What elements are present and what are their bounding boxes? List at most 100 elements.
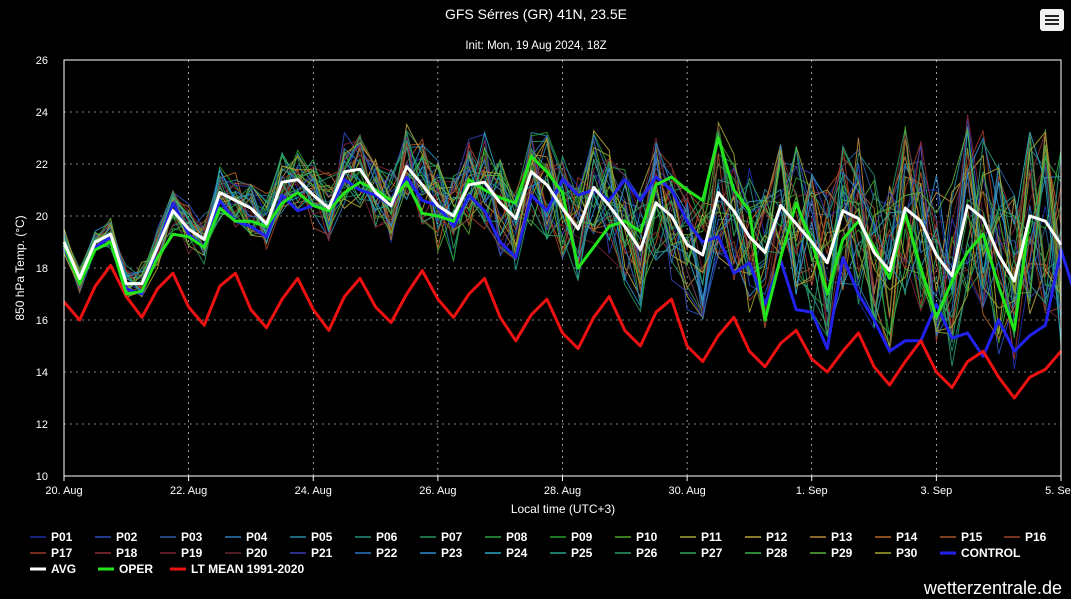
- legend-item-p30[interactable]: P30: [875, 546, 918, 560]
- y-tick-label: 14: [36, 367, 48, 379]
- legend-label: CONTROL: [961, 546, 1020, 560]
- legend-item-avg[interactable]: AVG: [30, 562, 76, 576]
- legend-label: P15: [961, 530, 983, 544]
- legend-item-p22[interactable]: P22: [355, 546, 398, 560]
- x-tick-label: 26. Aug: [419, 485, 456, 497]
- legend-label: P23: [441, 546, 463, 560]
- menu-button[interactable]: [1040, 9, 1064, 31]
- legend-item-p13[interactable]: P13: [810, 530, 853, 544]
- chart-title: GFS Sérres (GR) 41N, 23.5E: [445, 6, 627, 22]
- legend-label: P03: [181, 530, 203, 544]
- legend-item-p25[interactable]: P25: [550, 546, 593, 560]
- y-tick-label: 20: [36, 211, 48, 223]
- x-tick-label: 1. Sep: [796, 485, 828, 497]
- series-line-avg: [62, 165, 1063, 286]
- legend-label: P29: [831, 546, 853, 560]
- series-line-p24: [63, 130, 1062, 343]
- x-tick-label: 28. Aug: [544, 485, 581, 497]
- legend-label: P09: [571, 530, 593, 544]
- legend-item-lt-mean-1991-2020[interactable]: LT MEAN 1991-2020: [170, 562, 304, 576]
- legend-item-p06[interactable]: P06: [355, 530, 398, 544]
- brand-watermark: wetterzentrale.de: [923, 578, 1062, 598]
- legend-item-oper[interactable]: OPER: [98, 562, 153, 576]
- legend-label: P26: [636, 546, 658, 560]
- legend-label: P04: [246, 530, 268, 544]
- legend-item-p18[interactable]: P18: [95, 546, 138, 560]
- legend-label: P24: [506, 546, 528, 560]
- series-line-p16: [63, 133, 1062, 354]
- legend-item-p28[interactable]: P28: [745, 546, 788, 560]
- x-axis-ticks: 20. Aug 22. Aug 24. Aug 26. Aug 28. Aug 30. A…: [45, 476, 1071, 497]
- legend-item-p02[interactable]: P02: [95, 530, 138, 544]
- legend-label: P14: [896, 530, 918, 544]
- y-tick-label: 10: [36, 471, 48, 483]
- legend-label: P10: [636, 530, 658, 544]
- legend-label: P20: [246, 546, 268, 560]
- legend-item-p04[interactable]: P04: [225, 530, 268, 544]
- legend-label: P16: [1025, 530, 1047, 544]
- legend-item-p12[interactable]: P12: [745, 530, 788, 544]
- y-tick-label: 12: [36, 419, 48, 431]
- x-tick-label: 24. Aug: [295, 485, 332, 497]
- legend-label: P07: [441, 530, 463, 544]
- x-axis-label: Local time (UTC+3): [511, 502, 615, 516]
- legend-label: P02: [116, 530, 138, 544]
- x-tick-label: 22. Aug: [170, 485, 207, 497]
- legend-label: AVG: [51, 562, 76, 576]
- series-line-p20: [63, 125, 1062, 323]
- y-tick-label: 16: [36, 315, 48, 327]
- legend-label: OPER: [119, 562, 153, 576]
- series-line-p22: [63, 133, 1062, 337]
- legend[interactable]: P01 P02 P03 P04 P05 P06 P07 P08 P09 P10 P11 P12 P13 P…: [30, 530, 1047, 576]
- legend-item-p29[interactable]: P29: [810, 546, 853, 560]
- y-tick-label: 22: [36, 159, 48, 171]
- menu-icon-bar: [1045, 15, 1059, 17]
- legend-item-p21[interactable]: P21: [290, 546, 333, 560]
- legend-label: P18: [116, 546, 138, 560]
- series-line-p23: [63, 136, 1062, 313]
- legend-item-p05[interactable]: P05: [290, 530, 333, 544]
- legend-label: P13: [831, 530, 853, 544]
- legend-item-p01[interactable]: P01: [30, 530, 73, 544]
- series-line-control: [62, 175, 1071, 358]
- legend-item-p11[interactable]: P11: [680, 530, 722, 544]
- legend-item-p10[interactable]: P10: [615, 530, 658, 544]
- y-axis-ticks: 10 12 14 16 18 20 22 24 26: [36, 55, 48, 483]
- menu-icon-bar: [1045, 19, 1059, 21]
- series-line-lt-mean-1991-2020: [62, 263, 1063, 400]
- series-line-p30: [63, 130, 1062, 333]
- legend-label: P21: [311, 546, 333, 560]
- legend-label: P19: [181, 546, 203, 560]
- x-tick-label: 5. Sep: [1045, 485, 1071, 497]
- legend-item-p27[interactable]: P27: [680, 546, 723, 560]
- menu-icon-bar: [1045, 23, 1059, 25]
- x-tick-label: 20. Aug: [45, 485, 82, 497]
- y-tick-label: 26: [36, 55, 48, 67]
- legend-item-p23[interactable]: P23: [420, 546, 463, 560]
- legend-item-p16[interactable]: P16: [1004, 530, 1047, 544]
- legend-item-p14[interactable]: P14: [875, 530, 918, 544]
- highlight-series: [62, 136, 1071, 400]
- legend-label: P08: [506, 530, 528, 544]
- legend-label: P28: [766, 546, 788, 560]
- legend-item-p24[interactable]: P24: [485, 546, 528, 560]
- legend-label: P30: [896, 546, 918, 560]
- legend-item-p03[interactable]: P03: [160, 530, 203, 544]
- legend-label: LT MEAN 1991-2020: [191, 562, 304, 576]
- legend-item-p17[interactable]: P17: [30, 546, 73, 560]
- legend-item-p15[interactable]: P15: [940, 530, 983, 544]
- legend-item-p20[interactable]: P20: [225, 546, 268, 560]
- x-tick-label: 30. Aug: [668, 485, 705, 497]
- y-axis-label: 850 hPa Temp. (°C): [13, 215, 27, 320]
- legend-item-control[interactable]: CONTROL: [940, 546, 1020, 560]
- legend-item-p07[interactable]: P07: [420, 530, 463, 544]
- legend-item-p08[interactable]: P08: [485, 530, 528, 544]
- legend-label: P22: [376, 546, 398, 560]
- x-tick-label: 3. Sep: [920, 485, 952, 497]
- legend-label: P01: [51, 530, 73, 544]
- legend-item-p09[interactable]: P09: [550, 530, 593, 544]
- legend-label: P12: [766, 530, 788, 544]
- legend-item-p19[interactable]: P19: [160, 546, 203, 560]
- legend-item-p26[interactable]: P26: [615, 546, 658, 560]
